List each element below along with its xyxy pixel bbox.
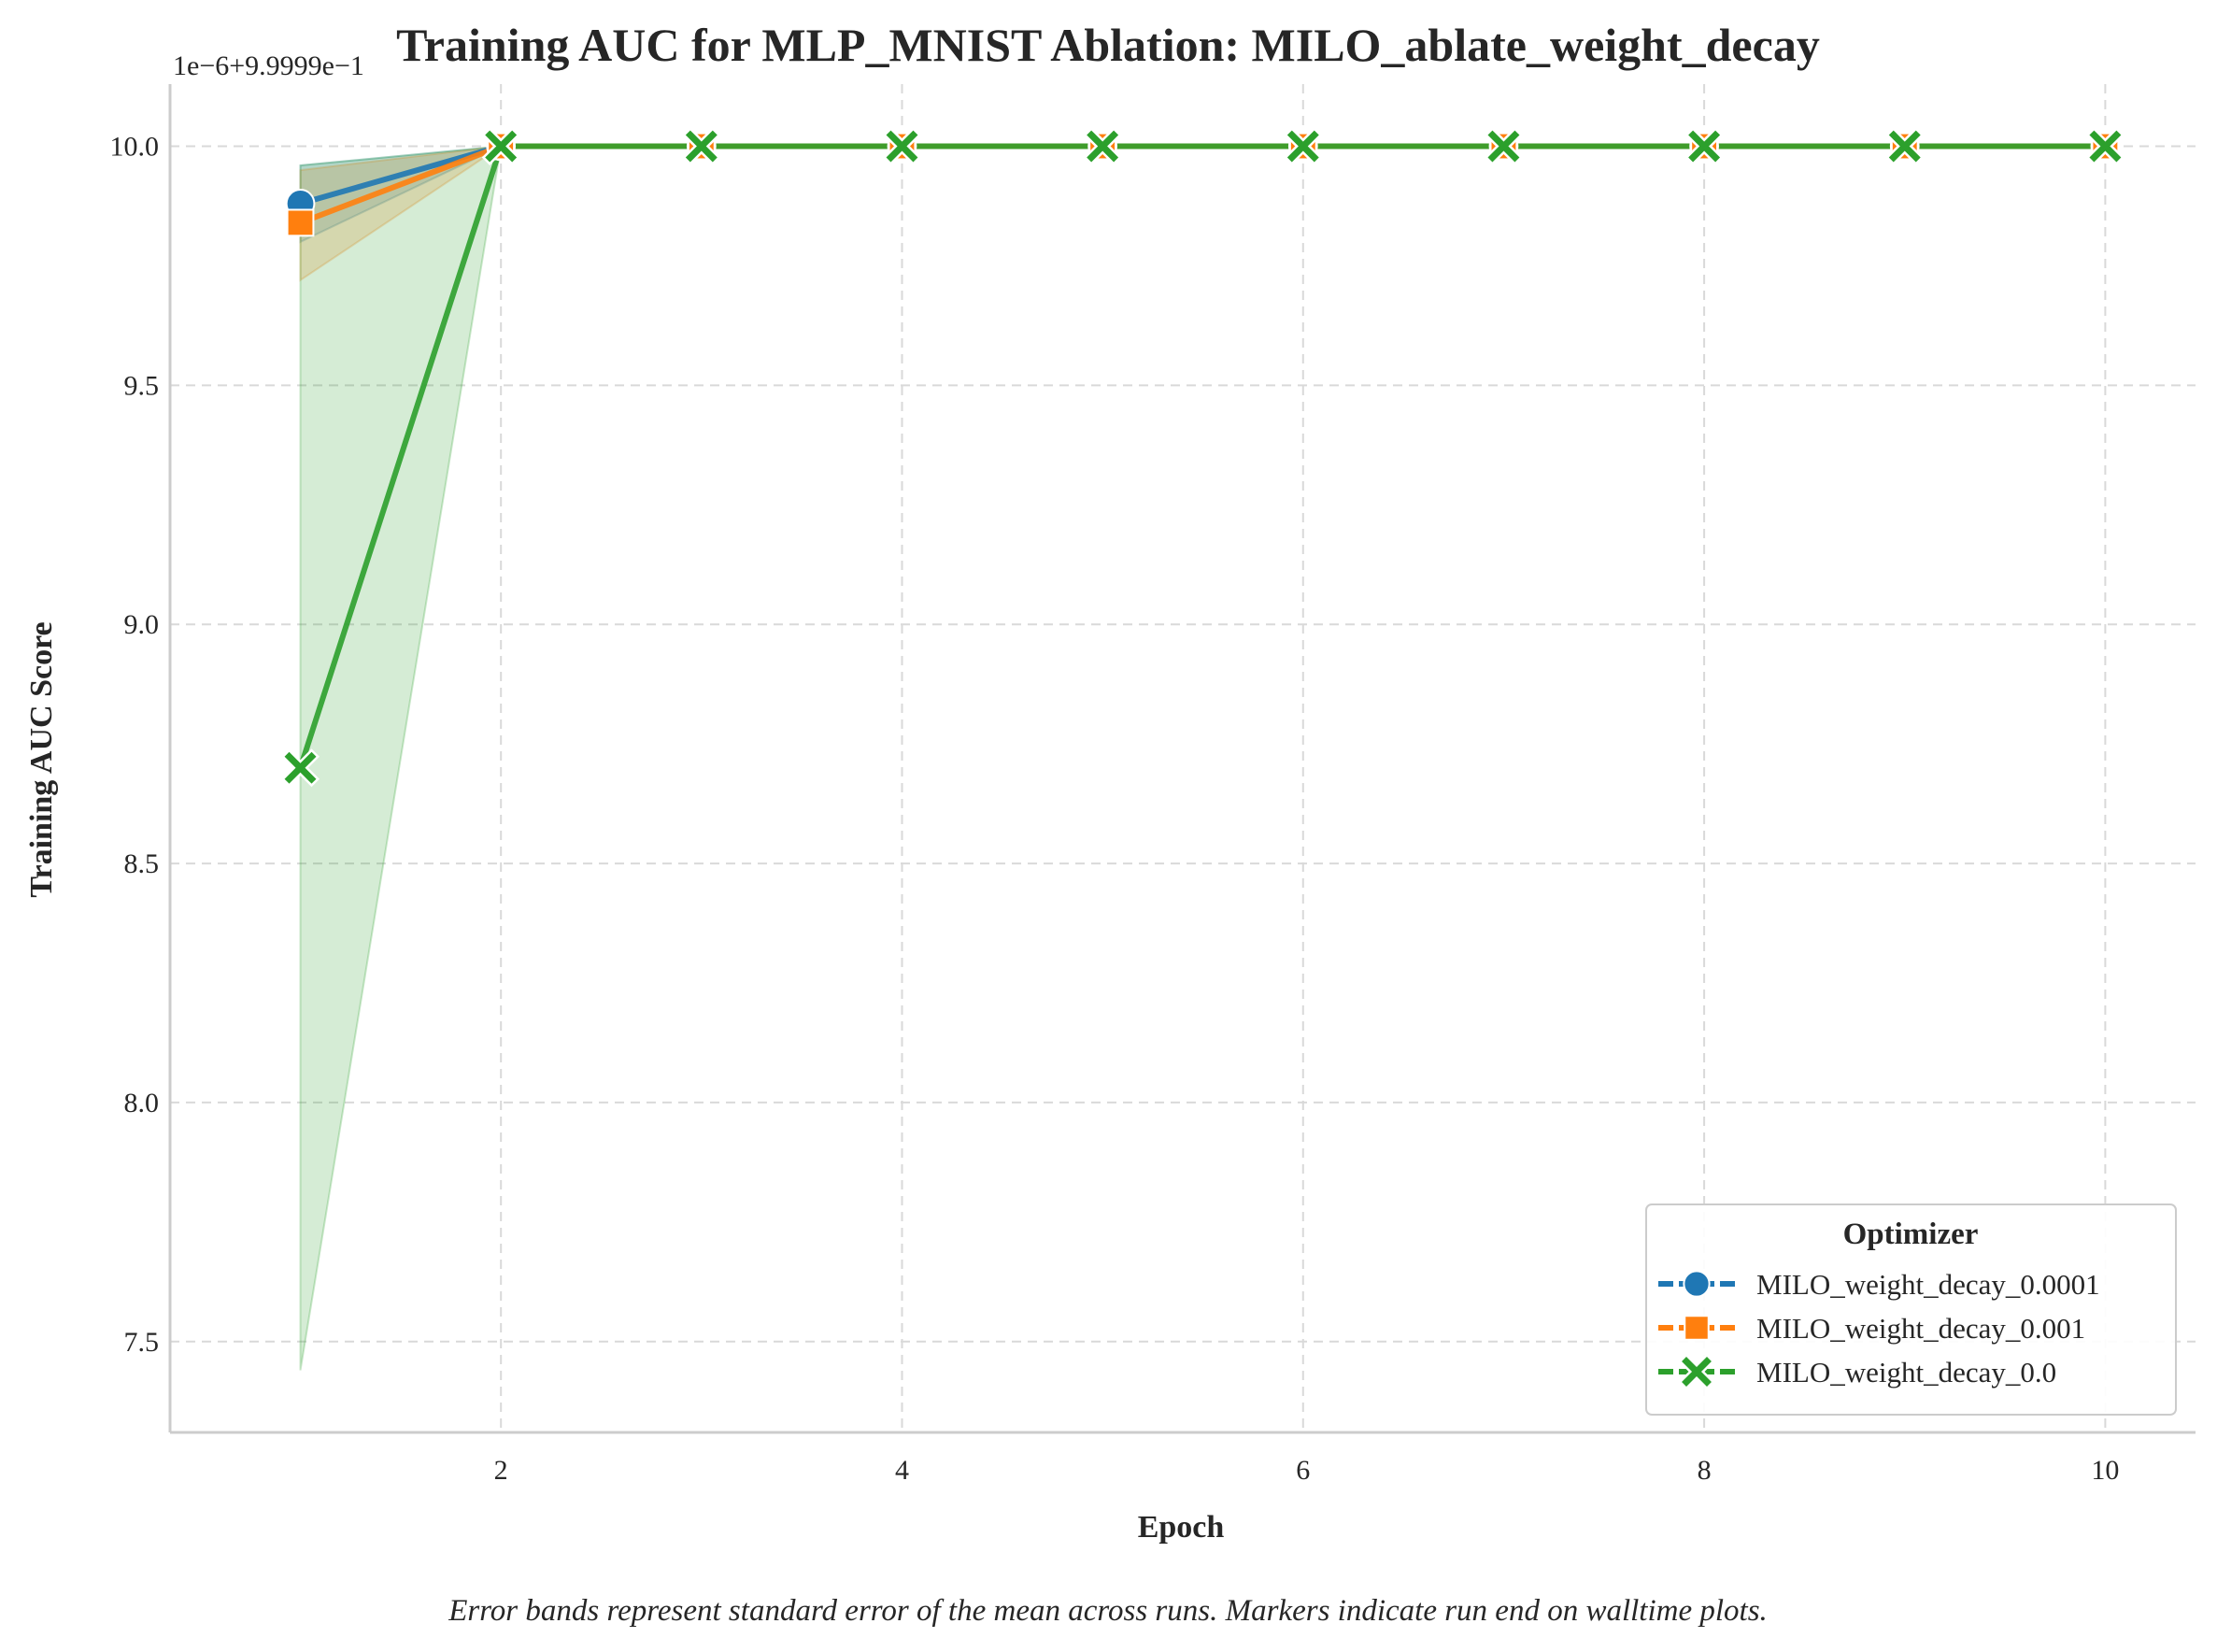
y-tick-label: 8.0 — [124, 1088, 160, 1118]
legend-entries: MILO_weight_decay_0.0001 MILO_weight_deca… — [1658, 1268, 2100, 1390]
legend-marker — [1678, 1353, 1715, 1390]
marker-cross — [1688, 130, 1721, 163]
marker-cross — [1682, 1357, 1712, 1387]
data-point — [286, 208, 315, 237]
y-offset-text: 1e−6+9.9999e−1 — [173, 50, 364, 81]
marker-cross — [1487, 130, 1520, 163]
legend-title: Optimizer — [1843, 1218, 1979, 1251]
x-tick-label: 6 — [1296, 1455, 1310, 1486]
series-lines — [297, 143, 2106, 769]
data-point — [1284, 127, 1323, 166]
chart-caption: Error bands represent standard error of … — [448, 1594, 1768, 1628]
y-tick-labels: 7.5 8.0 8.5 9.0 9.5 10.0 — [110, 132, 160, 1358]
marker-cross — [1286, 130, 1319, 163]
x-tick-label: 10 — [2091, 1455, 2119, 1486]
data-point — [1484, 127, 1523, 166]
y-tick-label: 9.5 — [124, 370, 160, 401]
data-point — [281, 748, 320, 788]
marker-cross — [886, 130, 918, 163]
legend-label: MILO_weight_decay_0.001 — [1756, 1312, 2085, 1345]
axes — [168, 84, 2196, 1434]
marker-cross — [685, 130, 718, 163]
data-point — [1885, 127, 1925, 166]
marker-cross — [2089, 130, 2122, 163]
x-tick-label: 8 — [1698, 1455, 1712, 1486]
legend: Optimizer MILO_weight_decay_0.0001MILO_w… — [1645, 1203, 2177, 1416]
x-axis-label: Epoch — [1138, 1510, 1225, 1545]
series-line — [297, 143, 2106, 769]
x-tick-label: 4 — [895, 1455, 909, 1486]
x-tick-labels: 2 4 6 8 10 — [494, 1455, 2120, 1486]
chart-title: Training AUC for MLP_MNIST Ablation: MIL… — [396, 19, 1820, 71]
marker-cross — [1087, 130, 1119, 163]
legend-box — [1645, 1203, 2177, 1416]
data-point — [682, 127, 721, 166]
x-tick-label: 2 — [494, 1455, 508, 1486]
series-markers — [281, 127, 2125, 788]
data-point — [1684, 127, 1724, 166]
legend-marker — [1683, 1270, 1711, 1298]
legend-marker — [1684, 1315, 1710, 1341]
marker-cross — [284, 751, 317, 784]
data-point — [481, 127, 520, 166]
y-tick-label: 10.0 — [110, 132, 160, 163]
legend-label: MILO_weight_decay_0.0 — [1756, 1356, 2056, 1389]
y-tick-label: 8.5 — [124, 848, 160, 879]
y-tick-label: 7.5 — [124, 1327, 160, 1358]
data-point — [882, 127, 921, 166]
marker-cross — [485, 130, 518, 163]
legend-label: MILO_weight_decay_0.0001 — [1756, 1268, 2100, 1301]
y-tick-label: 9.0 — [124, 609, 160, 640]
data-point — [2085, 127, 2125, 166]
y-axis-label: Training AUC Score — [24, 621, 59, 897]
marker-cross — [1888, 130, 1921, 163]
data-point — [1083, 127, 1122, 166]
